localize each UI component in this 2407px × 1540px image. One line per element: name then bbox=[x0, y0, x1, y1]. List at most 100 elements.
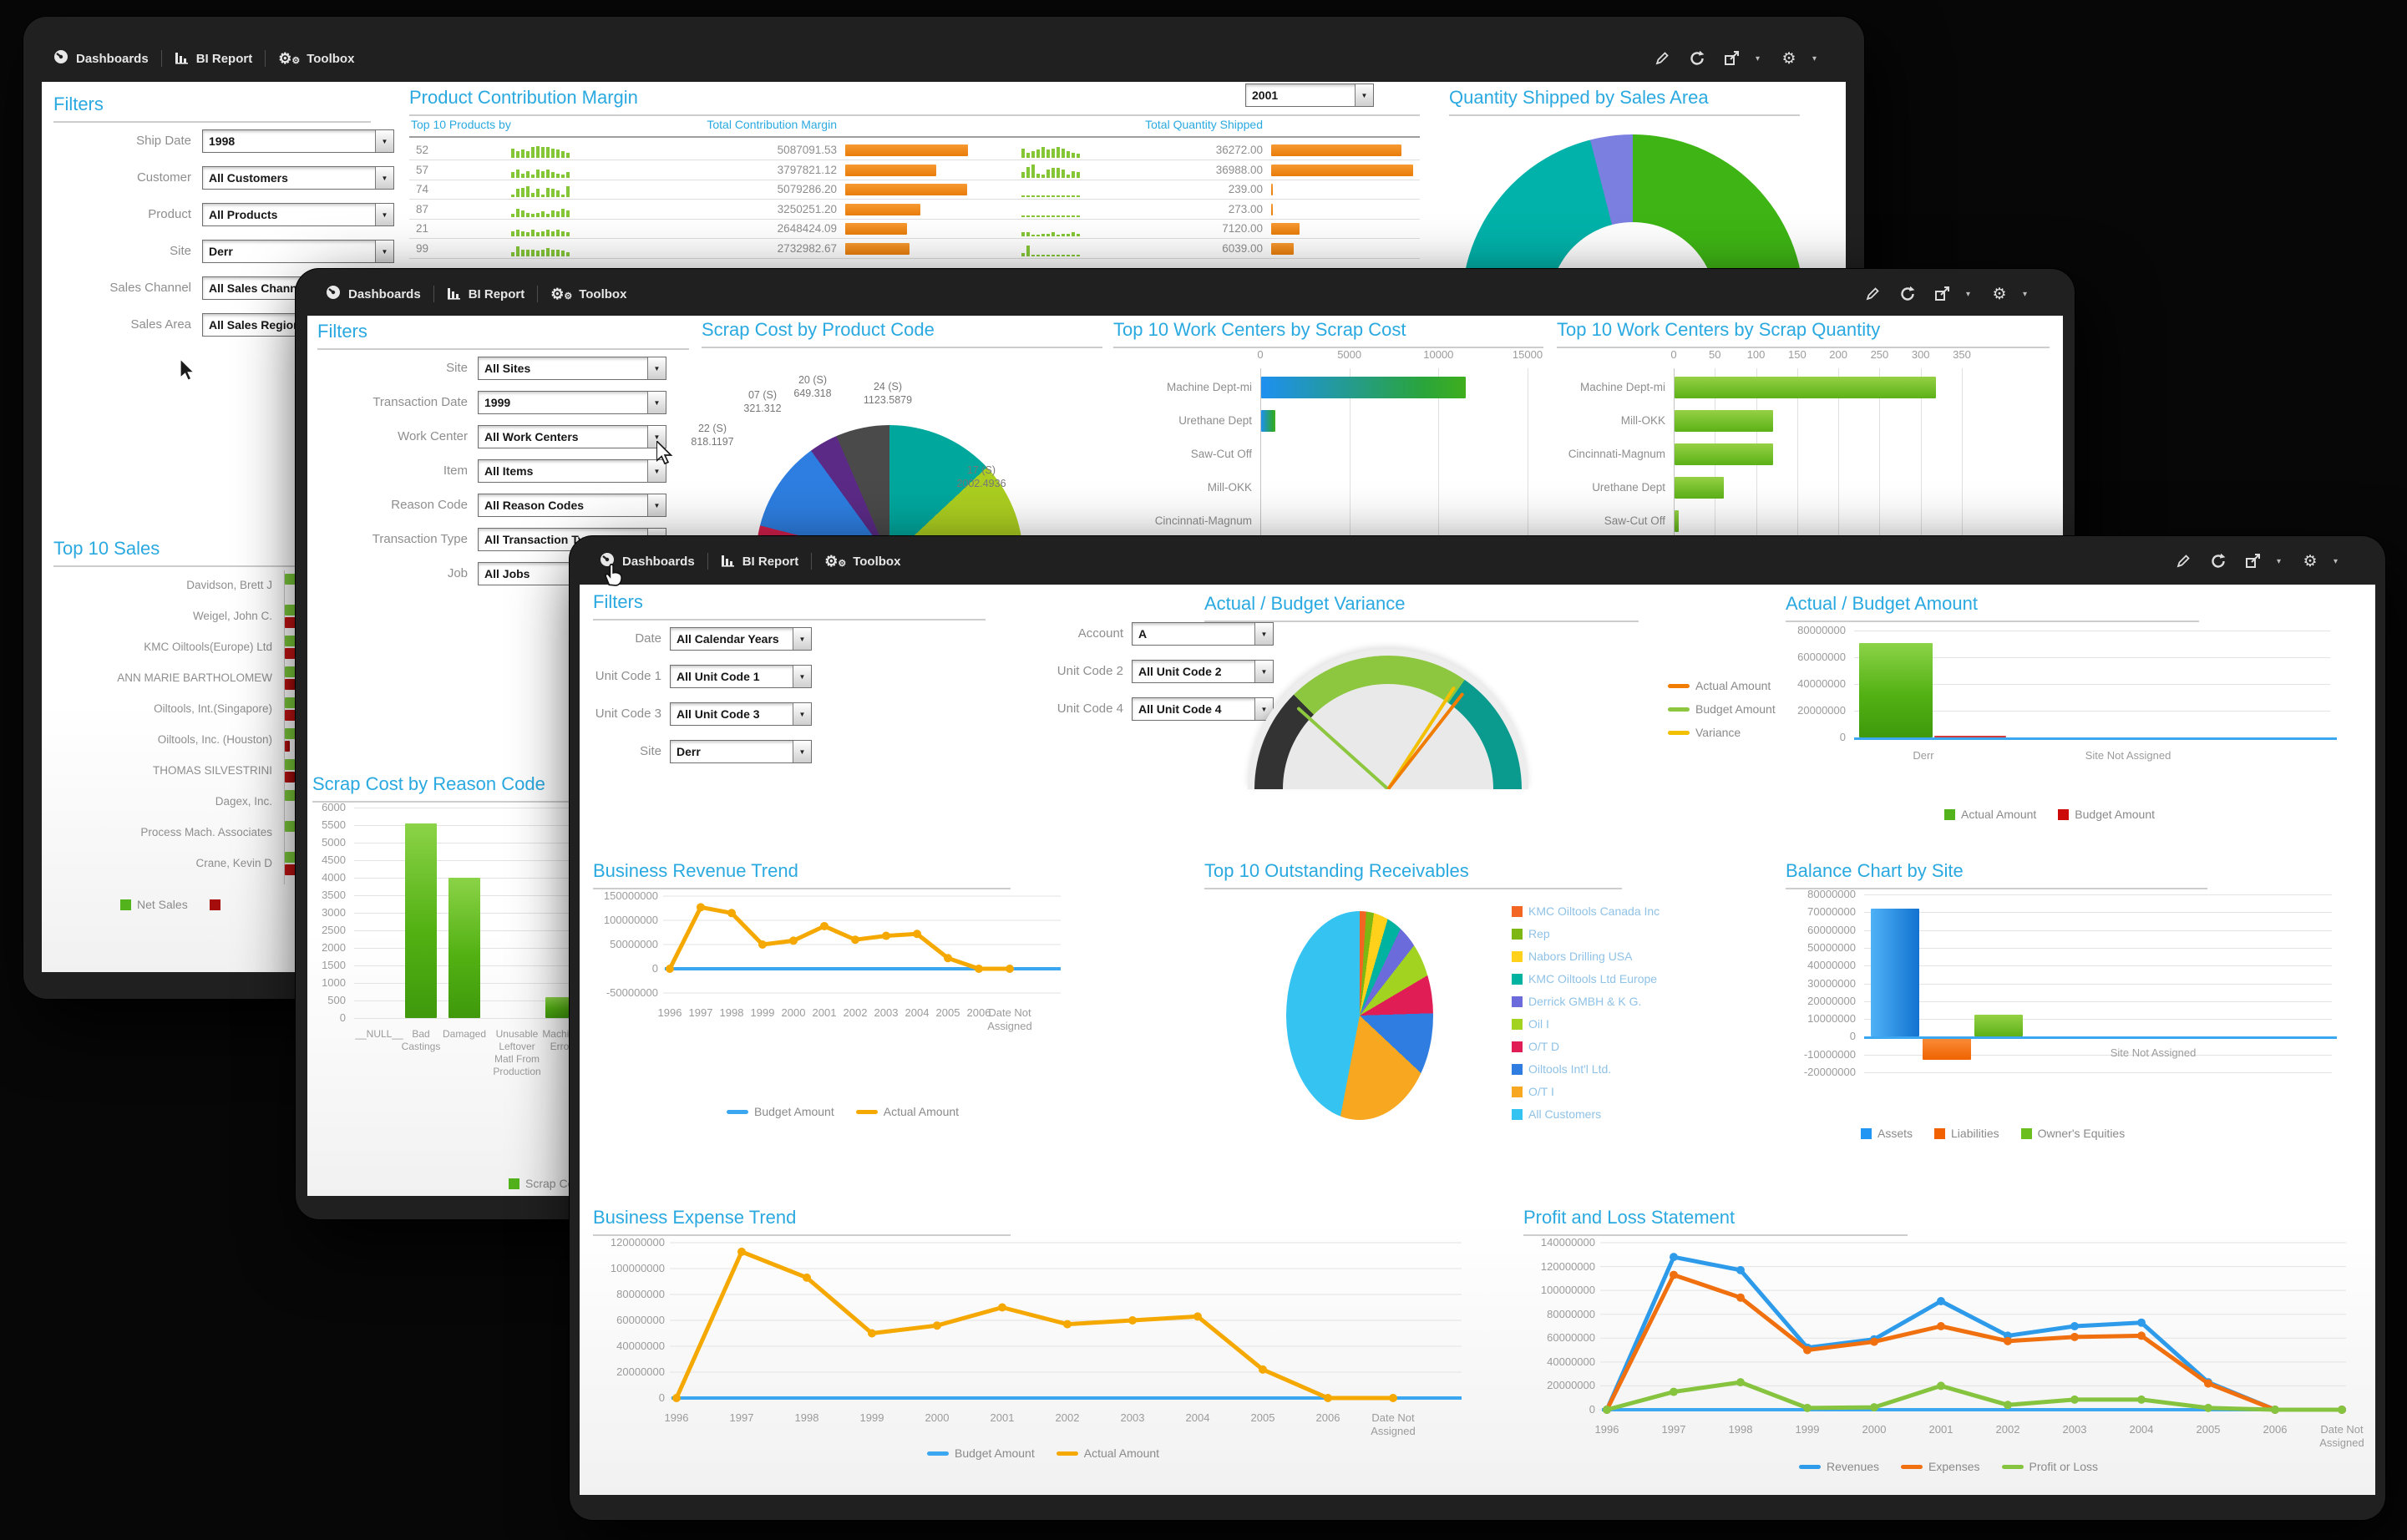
bar-owner-s-equities[interactable] bbox=[1974, 1014, 2023, 1037]
bar-1[interactable] bbox=[405, 823, 437, 1018]
settings-icon[interactable]: ⚙ bbox=[2303, 552, 2318, 570]
share-icon[interactable] bbox=[2242, 550, 2265, 572]
filter-dropdown-unit-code-4[interactable]: All Unit Code 4 ▼ bbox=[1132, 697, 1274, 721]
dropdown-caret-icon[interactable]: ▾ bbox=[1966, 289, 1971, 299]
legend-swatch-icon bbox=[2058, 808, 2070, 820]
quantity-bar[interactable] bbox=[1271, 144, 1402, 156]
dropdown-arrow-icon[interactable]: ▼ bbox=[375, 130, 393, 152]
menu-item-bi-report[interactable]: BI Report bbox=[434, 277, 538, 311]
dropdown-caret-icon[interactable]: ▾ bbox=[1756, 53, 1761, 63]
filter-dropdown-customer[interactable]: All Customers ▼ bbox=[202, 166, 394, 190]
menu-item-bi-report[interactable]: BI Report bbox=[708, 545, 812, 578]
bar-machine-dept-mi[interactable] bbox=[1261, 377, 1467, 398]
dropdown-arrow-icon[interactable]: ▼ bbox=[1254, 623, 1273, 645]
filter-dropdown-item[interactable]: All Items ▼ bbox=[478, 459, 666, 483]
share-icon[interactable] bbox=[1931, 283, 1954, 305]
filter-dropdown-ship-date[interactable]: 1998 ▼ bbox=[202, 129, 394, 153]
table-row[interactable]: 52 5087091.53 36272.00 bbox=[409, 141, 1420, 160]
axis-tick-label: 1996 bbox=[657, 1006, 682, 1019]
dropdown-caret-icon[interactable]: ▾ bbox=[2277, 556, 2282, 566]
bar-2[interactable] bbox=[448, 878, 480, 1018]
dropdown-arrow-icon[interactable]: ▼ bbox=[375, 167, 393, 189]
settings-icon[interactable]: ⚙ bbox=[1781, 49, 1796, 68]
edit-icon[interactable] bbox=[1861, 283, 1884, 305]
dropdown-caret-icon[interactable]: ▾ bbox=[2334, 556, 2339, 566]
refresh-icon[interactable] bbox=[1685, 48, 1709, 69]
table-row[interactable]: 57 3797821.12 36988.00 bbox=[409, 161, 1420, 180]
margin-bar[interactable] bbox=[845, 184, 967, 195]
filter-dropdown-product[interactable]: All Products ▼ bbox=[202, 203, 394, 226]
chart-legend: Assets Liabilities Owner's Equities bbox=[1861, 1127, 2125, 1140]
filter-dropdown-unit-code-2[interactable]: All Unit Code 2 ▼ bbox=[1132, 660, 1274, 683]
settings-icon[interactable]: ⚙ bbox=[1992, 285, 2007, 303]
filter-dropdown-reason-code[interactable]: All Reason Codes ▼ bbox=[478, 494, 666, 517]
dropdown-arrow-icon[interactable]: ▼ bbox=[647, 392, 666, 413]
margin-bar[interactable] bbox=[845, 242, 910, 255]
dropdown-arrow-icon[interactable]: ▼ bbox=[793, 628, 811, 650]
filter-dropdown-work-center[interactable]: All Work Centers ▼ bbox=[478, 425, 666, 448]
bar-liabilities[interactable] bbox=[1923, 1036, 1971, 1061]
refresh-icon[interactable] bbox=[2207, 550, 2230, 572]
dropdown-arrow-icon[interactable]: ▼ bbox=[1355, 84, 1373, 106]
edit-icon[interactable] bbox=[2171, 550, 2195, 572]
dropdown-arrow-icon[interactable]: ▼ bbox=[793, 666, 811, 687]
gauge-chart-variance[interactable] bbox=[1254, 656, 1522, 789]
filter-dropdown-site[interactable]: All Sites ▼ bbox=[478, 357, 666, 380]
menu-item-dashboards[interactable]: Dashboards bbox=[40, 42, 161, 75]
menu-item-dashboards[interactable]: Dashboards bbox=[312, 277, 433, 311]
dropdown-caret-icon[interactable]: ▾ bbox=[1812, 53, 1817, 63]
dropdown-arrow-icon[interactable]: ▼ bbox=[647, 494, 666, 516]
bar-urethane-dept[interactable] bbox=[1675, 477, 1725, 499]
bar-assets[interactable] bbox=[1871, 909, 1919, 1037]
margin-bar[interactable] bbox=[845, 223, 907, 235]
pie-chart-receivables[interactable] bbox=[1286, 911, 1433, 1120]
dropdown-arrow-icon[interactable]: ▼ bbox=[647, 426, 666, 448]
menu-item-dashboards[interactable]: Dashboards bbox=[586, 545, 707, 578]
budget-amount-bar[interactable] bbox=[1934, 736, 2006, 737]
refresh-icon[interactable] bbox=[1896, 283, 1919, 305]
share-icon[interactable] bbox=[1720, 48, 1744, 69]
bar-saw-cut-off[interactable] bbox=[1675, 510, 1679, 532]
bar-mill-okk[interactable] bbox=[1675, 410, 1774, 432]
table-row[interactable]: 21 2648424.09 7120.00 bbox=[409, 220, 1420, 239]
bar-urethane-dept[interactable] bbox=[1261, 410, 1276, 432]
table-row[interactable]: 74 5079286.20 239.00 bbox=[409, 180, 1420, 200]
year-dropdown[interactable]: 2001 ▼ bbox=[1245, 84, 1374, 107]
dropdown-caret-icon[interactable]: ▾ bbox=[2023, 289, 2028, 299]
filter-dropdown-transaction-date[interactable]: 1999 ▼ bbox=[478, 391, 666, 414]
dropdown-arrow-icon[interactable]: ▼ bbox=[647, 460, 666, 482]
margin-bar[interactable] bbox=[845, 164, 936, 176]
bar-cincinnati-magnum[interactable] bbox=[1675, 443, 1774, 465]
menu-item-bi-report[interactable]: BI Report bbox=[162, 42, 266, 75]
table-row[interactable]: 87 3250251.20 273.00 bbox=[409, 200, 1420, 220]
quantity-bar[interactable] bbox=[1271, 223, 1300, 235]
dropdown-arrow-icon[interactable]: ▼ bbox=[647, 357, 666, 379]
secondary-bar[interactable] bbox=[285, 772, 295, 783]
dropdown-arrow-icon[interactable]: ▼ bbox=[375, 204, 393, 225]
bar-machine-dept-mi[interactable] bbox=[1675, 377, 1937, 398]
table-row[interactable]: 99 2732982.67 6039.00 bbox=[409, 240, 1420, 259]
margin-bar[interactable] bbox=[845, 203, 920, 215]
filter-dropdown-date[interactable]: All Calendar Years ▼ bbox=[670, 627, 812, 651]
filter-dropdown-site[interactable]: Derr ▼ bbox=[670, 740, 812, 763]
quantity-bar[interactable] bbox=[1271, 184, 1273, 195]
filter-dropdown-site[interactable]: Derr ▼ bbox=[202, 240, 394, 263]
filter-dropdown-unit-code-1[interactable]: All Unit Code 1 ▼ bbox=[670, 665, 812, 688]
menu-item-toolbox[interactable]: ⚙⚙ Toolbox bbox=[266, 42, 367, 75]
dropdown-arrow-icon[interactable]: ▼ bbox=[1254, 661, 1273, 682]
quantity-bar[interactable] bbox=[1271, 203, 1273, 215]
margin-bar[interactable] bbox=[845, 144, 969, 156]
filter-dropdown-account[interactable]: A ▼ bbox=[1132, 622, 1274, 646]
secondary-bar[interactable] bbox=[285, 741, 290, 752]
quantity-bar[interactable] bbox=[1271, 164, 1413, 176]
dropdown-arrow-icon[interactable]: ▼ bbox=[375, 241, 393, 262]
dropdown-arrow-icon[interactable]: ▼ bbox=[793, 703, 811, 725]
dropdown-arrow-icon[interactable]: ▼ bbox=[793, 741, 811, 762]
edit-icon[interactable] bbox=[1650, 48, 1674, 69]
menu-item-toolbox[interactable]: ⚙⚙ Toolbox bbox=[538, 277, 639, 311]
filter-dropdown-unit-code-3[interactable]: All Unit Code 3 ▼ bbox=[670, 702, 812, 726]
menu-item-toolbox[interactable]: ⚙⚙ Toolbox bbox=[812, 545, 913, 578]
secondary-bar[interactable] bbox=[285, 679, 296, 690]
actual-amount-bar[interactable] bbox=[1859, 643, 1933, 737]
quantity-bar[interactable] bbox=[1271, 242, 1295, 255]
